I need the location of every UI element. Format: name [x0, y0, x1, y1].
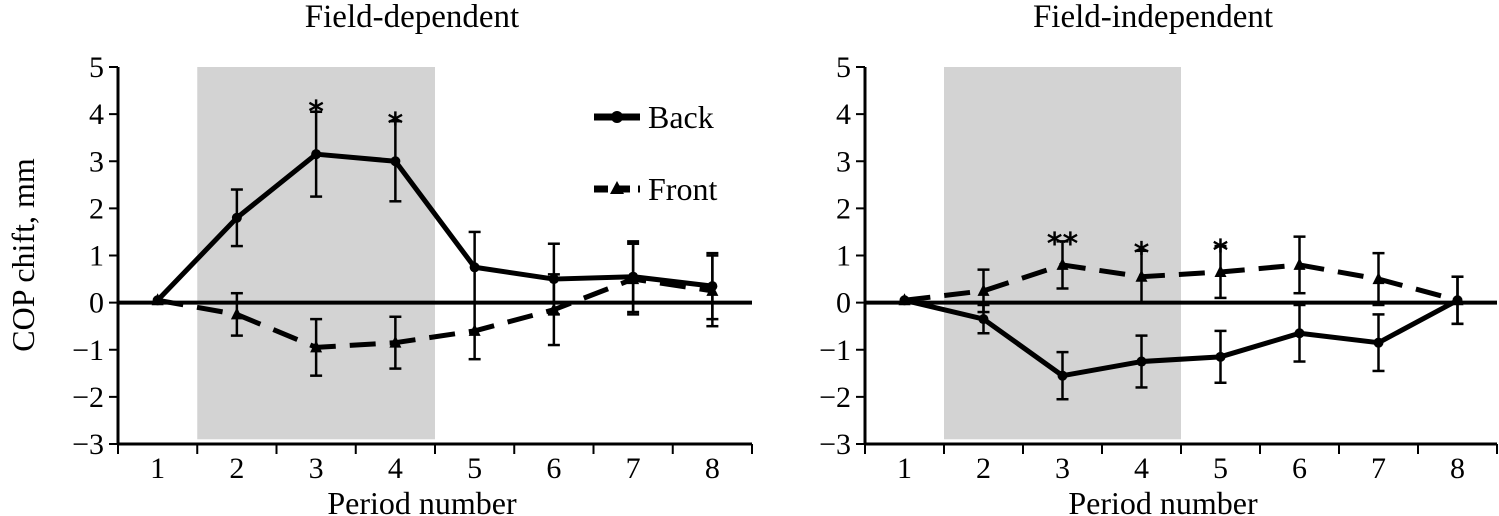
x-tick-label: 2: [229, 452, 244, 485]
chart-panel-1: −3 −2 −1 0 1 2 3 4 5 1 2 3 4 5 6 7 8 * * Field-dependent Per…: [72, 0, 753, 516]
data-point: [390, 156, 401, 167]
data-point: [706, 283, 719, 296]
data-point: [230, 307, 243, 320]
data-point: [1215, 351, 1226, 362]
significance-marker: *: [1213, 234, 1229, 269]
x-tick-label: 4: [1134, 452, 1149, 485]
data-point: [547, 302, 560, 315]
y-tick-label: −1: [819, 334, 851, 367]
data-point: [231, 212, 242, 223]
y-tick-label: −2: [72, 381, 104, 414]
x-tick-label: 1: [897, 452, 912, 485]
y-tick-label: 5: [89, 51, 104, 84]
x-tick-label: 7: [1371, 452, 1386, 485]
y-tick-label: 1: [89, 240, 104, 273]
series-front: [151, 242, 719, 377]
x-tick-label: 3: [309, 452, 324, 485]
y-tick-label: 5: [836, 51, 851, 84]
y-tick-label: 0: [836, 287, 851, 320]
y-tick-label: −2: [819, 381, 851, 414]
x-tick-label: 8: [1450, 452, 1465, 485]
data-point: [310, 340, 323, 353]
data-point: [389, 335, 402, 348]
x-axis-label: Period number: [327, 485, 517, 516]
data-point: [1057, 370, 1068, 381]
data-point: [1056, 257, 1069, 270]
x-tick-label: 6: [546, 452, 561, 485]
x-tick-label: 1: [150, 452, 165, 485]
series-line-back: [155, 151, 713, 303]
data-point: [469, 262, 480, 273]
x-axis-label: Period number: [1068, 485, 1258, 516]
y-tick-label: 3: [89, 145, 104, 178]
significance-marker: **: [1047, 227, 1079, 262]
x-tick-label: 3: [1055, 452, 1070, 485]
y-tick-label: −3: [819, 428, 851, 461]
x-tick-label: 6: [1292, 452, 1307, 485]
y-tick-label: −3: [72, 428, 104, 461]
x-tick-label: 5: [467, 452, 482, 485]
data-point: [1135, 269, 1148, 282]
x-tick-label: 7: [626, 452, 641, 485]
legend: Back Front: [594, 99, 717, 207]
data-point: [311, 149, 322, 160]
data-point: [1372, 272, 1385, 285]
data-point: [627, 272, 640, 285]
y-tick-label: 1: [836, 240, 851, 273]
significance-marker: *: [1134, 236, 1150, 271]
y-tick-label: 4: [89, 98, 104, 131]
data-point: [1373, 337, 1384, 348]
series-line-front: [904, 262, 1459, 303]
significance-marker: *: [308, 95, 324, 130]
chart-title: Field-dependent: [305, 0, 519, 35]
legend-marker: [611, 111, 623, 123]
series-line-back: [903, 297, 1459, 379]
series-front: [898, 235, 1464, 326]
data-point: [978, 314, 989, 325]
data-point: [1136, 356, 1147, 367]
chart-title: Field-independent: [1033, 0, 1273, 35]
significance-marker: *: [388, 107, 404, 142]
data-point: [468, 323, 481, 336]
y-tick-label: 2: [836, 192, 851, 225]
y-tick-label: −1: [72, 334, 104, 367]
x-tick-label: 8: [705, 452, 720, 485]
y-axis-label: COP chift, mm: [5, 158, 41, 352]
data-point: [1214, 264, 1227, 277]
data-point: [977, 283, 990, 296]
x-tick-label: 5: [1213, 452, 1228, 485]
y-tick-label: 2: [89, 192, 104, 225]
y-tick-label: 3: [836, 145, 851, 178]
data-point: [1451, 293, 1464, 306]
legend-label-back: Back: [648, 99, 714, 135]
y-tick-label: 0: [89, 287, 104, 320]
x-tick-label: 2: [976, 452, 991, 485]
data-point: [1293, 257, 1306, 270]
y-tick-label: 4: [836, 98, 851, 131]
data-point: [898, 293, 911, 306]
series-line-front: [157, 276, 713, 350]
data-point: [151, 293, 164, 306]
legend-marker: [610, 181, 624, 194]
data-point: [1294, 328, 1305, 339]
legend-label-front: Front: [648, 171, 717, 207]
x-tick-label: 4: [388, 452, 403, 485]
